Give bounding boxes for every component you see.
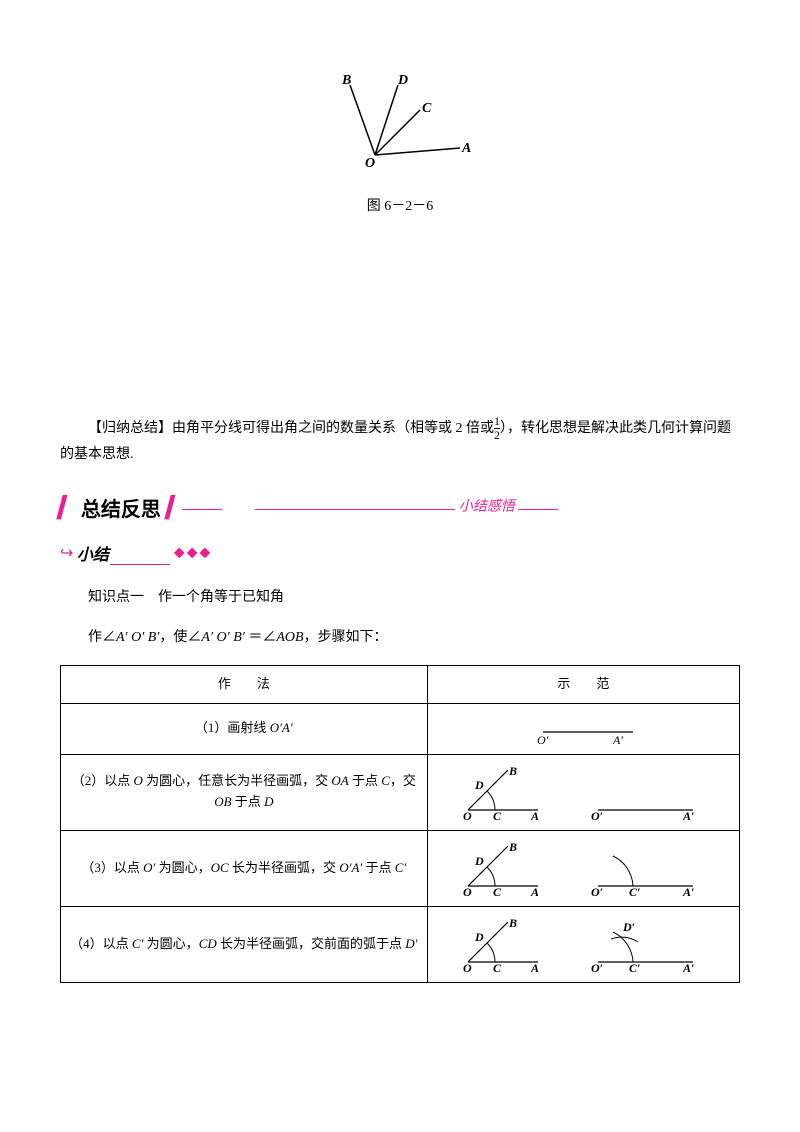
label-o: O (365, 156, 375, 170)
svg-text:O′: O′ (537, 733, 549, 744)
label-b: B (341, 73, 351, 88)
svg-text:A: A (530, 809, 539, 820)
svg-text:C: C (493, 809, 502, 820)
svg-text:C′: C′ (629, 885, 640, 896)
knowledge-point-title: 知识点一 作一个角等于已知角 (60, 585, 740, 610)
sub-header: ↪ 小结 ◆◆◆ (60, 541, 740, 565)
svg-text:O: O (463, 961, 472, 972)
svg-text:C′: C′ (629, 961, 640, 972)
summary-prefix: 【归纳总结】由角平分线可得出角之间的数量关系（相等或 2 倍或 (88, 421, 494, 436)
step-4-diagram: O C A B D O′ C′ A′ D′ (427, 906, 739, 982)
table-row: （4）以点 C′ 为圆心，CD 长为半径画弧，交前面的弧于点 D′ O C A … (61, 906, 740, 982)
svg-text:O: O (463, 809, 472, 820)
decoration-slashes-right: ▎ (165, 495, 185, 520)
svg-text:D: D (474, 930, 484, 944)
svg-text:O: O (463, 885, 472, 896)
figure-caption: 图 6－2－6 (60, 195, 740, 215)
table-row: （2）以点 O 为圆心，任意长为半径画弧，交 OA 于点 C，交 OB 于点 D… (61, 754, 740, 830)
svg-text:O′: O′ (591, 961, 603, 972)
step-1-diagram: O′ A′ (427, 703, 739, 754)
table-row: （1）画射线 O′A′ O′ A′ (61, 703, 740, 754)
svg-text:A′: A′ (682, 885, 694, 896)
figure-6-2-6: B D C O A (60, 70, 740, 175)
label-a: A (461, 141, 471, 156)
svg-text:A′: A′ (682, 809, 694, 820)
arrow-icon: ↪ (60, 543, 73, 563)
table-row: （3）以点 O′ 为圆心，OC 长为半径画弧，交 O′A′ 于点 C′ O C … (61, 830, 740, 906)
step-2-diagram: O C A B D O′ A′ (427, 754, 739, 830)
svg-text:O′: O′ (591, 885, 603, 896)
section-header: ▎ 总结反思 ▎ 小结感悟 (60, 493, 740, 521)
construction-instruction: 作∠A′ O′ B′，使∠A′ O′ B′ ＝∠AOB，步骤如下： (60, 625, 740, 650)
sub-title: 小结 (77, 547, 109, 564)
svg-text:B: B (508, 917, 517, 930)
step-1-text: （1）画射线 O′A′ (61, 703, 428, 754)
svg-text:A′: A′ (682, 961, 694, 972)
svg-text:D: D (474, 854, 484, 868)
step-3-diagram: O C A B D O′ C′ A′ (427, 830, 739, 906)
svg-text:D′: D′ (622, 920, 635, 934)
summary-paragraph: 【归纳总结】由角平分线可得出角之间的数量关系（相等或 2 倍或12），转化思想是… (60, 415, 740, 468)
svg-text:B: B (508, 841, 517, 854)
svg-text:A: A (530, 961, 539, 972)
angle-diagram: B D C O A (320, 70, 480, 170)
label-c: C (422, 101, 432, 116)
section-title: 总结反思 (77, 493, 165, 522)
table-header-row: 作 法 示 范 (61, 665, 740, 703)
diamonds-icon: ◆◆◆ (174, 545, 212, 560)
step-3-text: （3）以点 O′ 为圆心，OC 长为半径画弧，交 O′A′ 于点 C′ (61, 830, 428, 906)
decoration-slashes: ▎ (57, 495, 77, 520)
svg-text:C: C (493, 961, 502, 972)
svg-text:A: A (530, 885, 539, 896)
header-demo: 示 范 (427, 665, 739, 703)
step-4-text: （4）以点 C′ 为圆心，CD 长为半径画弧，交前面的弧于点 D′ (61, 906, 428, 982)
svg-text:D: D (474, 778, 484, 792)
svg-text:A′: A′ (612, 733, 623, 744)
step-2-text: （2）以点 O 为圆心，任意长为半径画弧，交 OA 于点 C，交 OB 于点 D (61, 754, 428, 830)
construction-table: 作 法 示 范 （1）画射线 O′A′ O′ A′ （2）以点 O 为圆心，任意… (60, 665, 740, 983)
section-subtitle: 小结感悟 (459, 499, 515, 514)
svg-text:B: B (508, 765, 517, 778)
svg-text:C: C (493, 885, 502, 896)
label-d: D (397, 73, 408, 88)
header-method: 作 法 (61, 665, 428, 703)
svg-text:O′: O′ (591, 809, 603, 820)
